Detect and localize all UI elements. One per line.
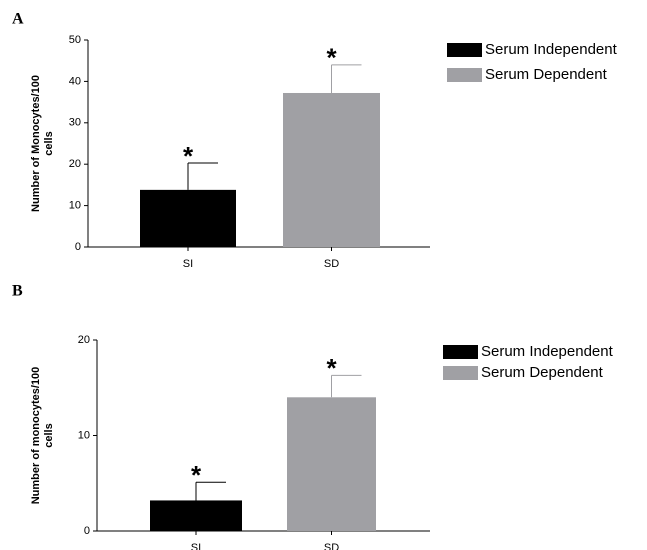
panel-label: A	[12, 11, 24, 28]
error-bar	[331, 374, 362, 398]
x-tick-label: SI	[191, 542, 201, 550]
legend-swatch	[447, 43, 482, 57]
y-tick-label: 20	[78, 334, 90, 346]
annotation: *	[326, 43, 337, 73]
error-bar	[195, 481, 226, 501]
x-tick-label: SI	[183, 258, 193, 270]
bar	[283, 92, 380, 247]
bar	[150, 500, 242, 531]
bar	[287, 397, 376, 531]
error-bar	[331, 64, 362, 93]
legend-label: Serum Dependent	[485, 66, 608, 83]
y-tick-label: 50	[69, 34, 81, 46]
annotation: *	[191, 460, 202, 490]
panel-label: B	[12, 283, 23, 300]
legend-label: Serum Independent	[485, 41, 618, 58]
y-tick-label: 30	[69, 117, 81, 129]
y-tick-label: 0	[75, 241, 81, 253]
y-tick-label: 10	[69, 200, 81, 212]
y-tick-label: 0	[84, 525, 90, 537]
y-tick-label: 40	[69, 75, 81, 87]
legend-swatch	[443, 345, 478, 359]
legend-label: Serum Dependent	[481, 364, 604, 381]
y-axis-label: Number of Monocytes/100	[30, 75, 42, 212]
y-axis-label: cells	[43, 423, 55, 447]
error-bar	[187, 162, 218, 190]
annotation: *	[326, 353, 337, 383]
y-axis-label: cells	[43, 131, 55, 155]
legend-swatch	[447, 68, 482, 82]
annotation: *	[183, 141, 194, 171]
y-axis-label: Number of monocytes/100	[30, 367, 42, 505]
bar	[140, 189, 236, 247]
y-tick-label: 10	[78, 429, 90, 441]
x-tick-label: SD	[324, 258, 339, 270]
y-tick-label: 20	[69, 158, 81, 170]
x-tick-label: SD	[324, 542, 339, 550]
legend-label: Serum Independent	[481, 343, 614, 360]
legend-swatch	[443, 366, 478, 380]
